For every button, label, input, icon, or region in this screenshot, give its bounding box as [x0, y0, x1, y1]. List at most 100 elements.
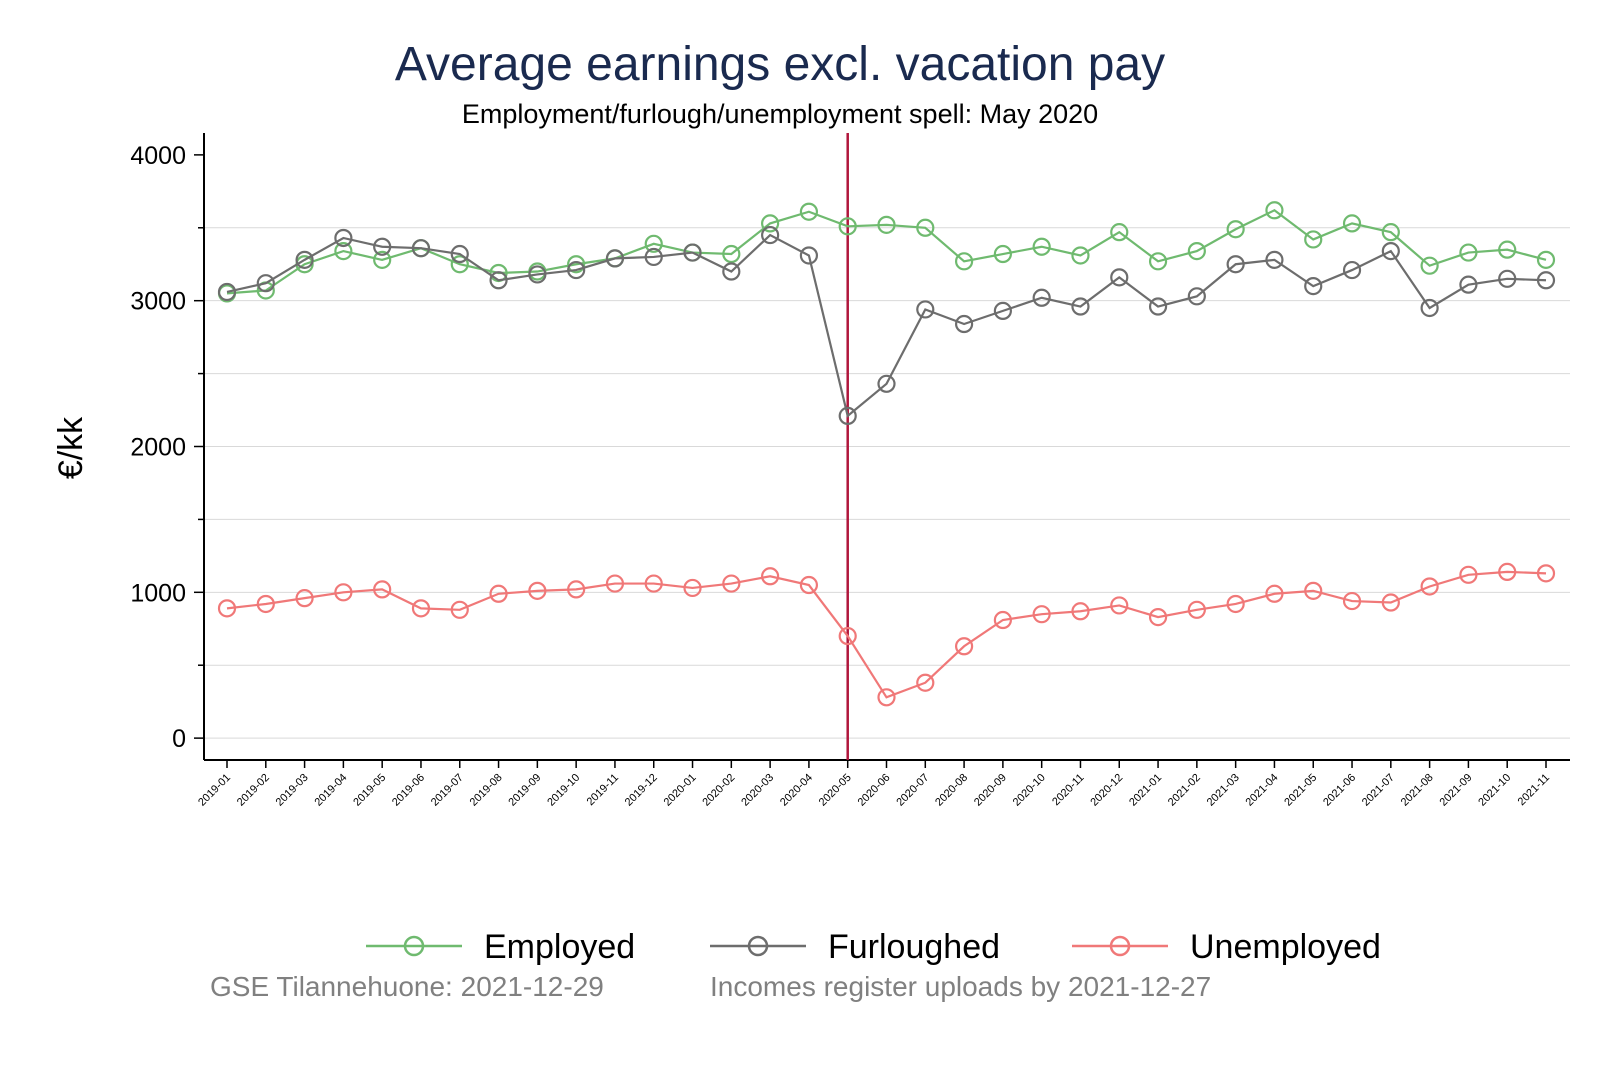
- data-point: [1459, 243, 1478, 262]
- legend-item-employed: Employed: [366, 928, 635, 966]
- x-tick-label: 2020-10: [1011, 772, 1048, 809]
- legend: Employed Furloughed Unemployed: [366, 928, 1381, 966]
- data-point: [799, 246, 819, 265]
- data-point: [1110, 223, 1129, 242]
- legend-label: Unemployed: [1190, 928, 1381, 966]
- x-tick-label: 2020-02: [700, 772, 737, 809]
- data-point: [799, 575, 819, 595]
- series-line-furloughed: [226, 233, 1547, 418]
- x-tick-label: 2021-03: [1205, 772, 1242, 809]
- x-tick-label: 2020-05: [817, 772, 854, 809]
- data-point: [450, 255, 469, 274]
- data-point: [761, 225, 780, 245]
- data-point: [1265, 201, 1284, 220]
- x-tick-label: 2020-09: [972, 772, 1009, 809]
- data-point: [1226, 220, 1245, 239]
- data-point: [683, 243, 702, 262]
- data-point: [1110, 268, 1129, 287]
- chart-subtitle: Employment/furlough/unemployment spell: …: [462, 99, 1098, 129]
- data-point: [993, 244, 1012, 264]
- data-point: [1187, 287, 1206, 306]
- data-point: [916, 673, 935, 692]
- legend-swatch-marker: [747, 935, 769, 957]
- series-group: [217, 201, 1556, 707]
- data-point: [993, 610, 1012, 630]
- legend-label: Employed: [484, 928, 635, 966]
- data-point: [1498, 240, 1517, 259]
- data-point: [605, 249, 625, 268]
- x-tick-label: 2019-08: [468, 772, 505, 809]
- data-point: [1459, 275, 1478, 294]
- x-tick-label: 2020-07: [894, 772, 931, 809]
- data-point: [450, 244, 469, 264]
- data-point: [295, 250, 314, 269]
- data-point: [838, 626, 857, 646]
- legend-item-unemployed: Unemployed: [1072, 928, 1381, 966]
- data-point: [256, 594, 275, 614]
- data-point: [334, 242, 353, 261]
- data-point: [1304, 581, 1323, 600]
- series-line-unemployed: [226, 570, 1547, 699]
- data-point: [644, 574, 663, 593]
- data-point: [217, 282, 237, 302]
- data-point: [528, 265, 547, 284]
- series-furloughed: [217, 225, 1556, 425]
- data-point: [838, 217, 857, 236]
- data-point: [916, 218, 935, 237]
- x-tick-label: 2020-04: [778, 772, 815, 809]
- data-point: [1304, 277, 1323, 296]
- data-point: [1071, 246, 1090, 265]
- data-point: [1226, 594, 1245, 614]
- data-point: [567, 260, 586, 280]
- data-point: [1342, 214, 1362, 233]
- data-point: [877, 215, 896, 234]
- x-tick-label: 2019-03: [274, 772, 311, 809]
- legend-item-furloughed: Furloughed: [710, 928, 1000, 966]
- data-point: [1498, 269, 1517, 288]
- data-point: [256, 274, 275, 293]
- data-point: [877, 374, 896, 393]
- data-point: [916, 300, 935, 319]
- x-tick-label: 2020-08: [933, 772, 970, 809]
- y-tick-label: 0: [172, 725, 186, 753]
- x-tick-label: 2019-11: [585, 772, 621, 808]
- data-point: [1381, 593, 1400, 612]
- data-point: [993, 301, 1012, 320]
- data-point: [605, 574, 625, 593]
- series-employed: [217, 201, 1556, 303]
- series-unemployed: [217, 562, 1556, 707]
- y-tick-label: 2000: [130, 434, 186, 462]
- data-point: [1032, 288, 1051, 307]
- x-tick-label: 2020-12: [1088, 772, 1125, 809]
- x-tick-labels: 2019-01 2019-02 2019-03 2019-04 2019-05 2019-…: [196, 772, 1552, 809]
- data-point: [1498, 562, 1517, 582]
- axes: [194, 133, 1570, 768]
- data-point: [528, 581, 547, 600]
- x-tick-label: 2021-06: [1321, 772, 1358, 809]
- data-point: [1381, 223, 1400, 242]
- data-point: [722, 574, 741, 593]
- y-tick-labels: 0 1000 2000 3000 4000: [130, 142, 186, 753]
- data-point: [373, 580, 392, 599]
- x-tick-label: 2019-10: [545, 772, 582, 809]
- data-point: [567, 580, 586, 599]
- data-point: [411, 599, 431, 618]
- legend-label: Furloughed: [828, 928, 1000, 966]
- data-point: [1148, 608, 1168, 627]
- data-point: [567, 255, 586, 274]
- chart-title: Average earnings excl. vacation pay: [395, 38, 1165, 91]
- x-tick-label: 2020-06: [856, 772, 893, 809]
- data-point: [1536, 271, 1556, 290]
- data-point: [1420, 298, 1439, 318]
- x-tick-label: 2021-09: [1437, 772, 1474, 809]
- x-tick-label: 2020-03: [739, 772, 776, 809]
- data-point: [722, 262, 741, 281]
- data-point: [1381, 242, 1400, 261]
- data-point: [411, 239, 431, 258]
- data-point: [334, 583, 353, 602]
- x-tick-label: 2021-11: [1516, 772, 1552, 808]
- data-point: [1420, 577, 1439, 596]
- data-point: [1536, 564, 1556, 583]
- data-point: [838, 406, 857, 425]
